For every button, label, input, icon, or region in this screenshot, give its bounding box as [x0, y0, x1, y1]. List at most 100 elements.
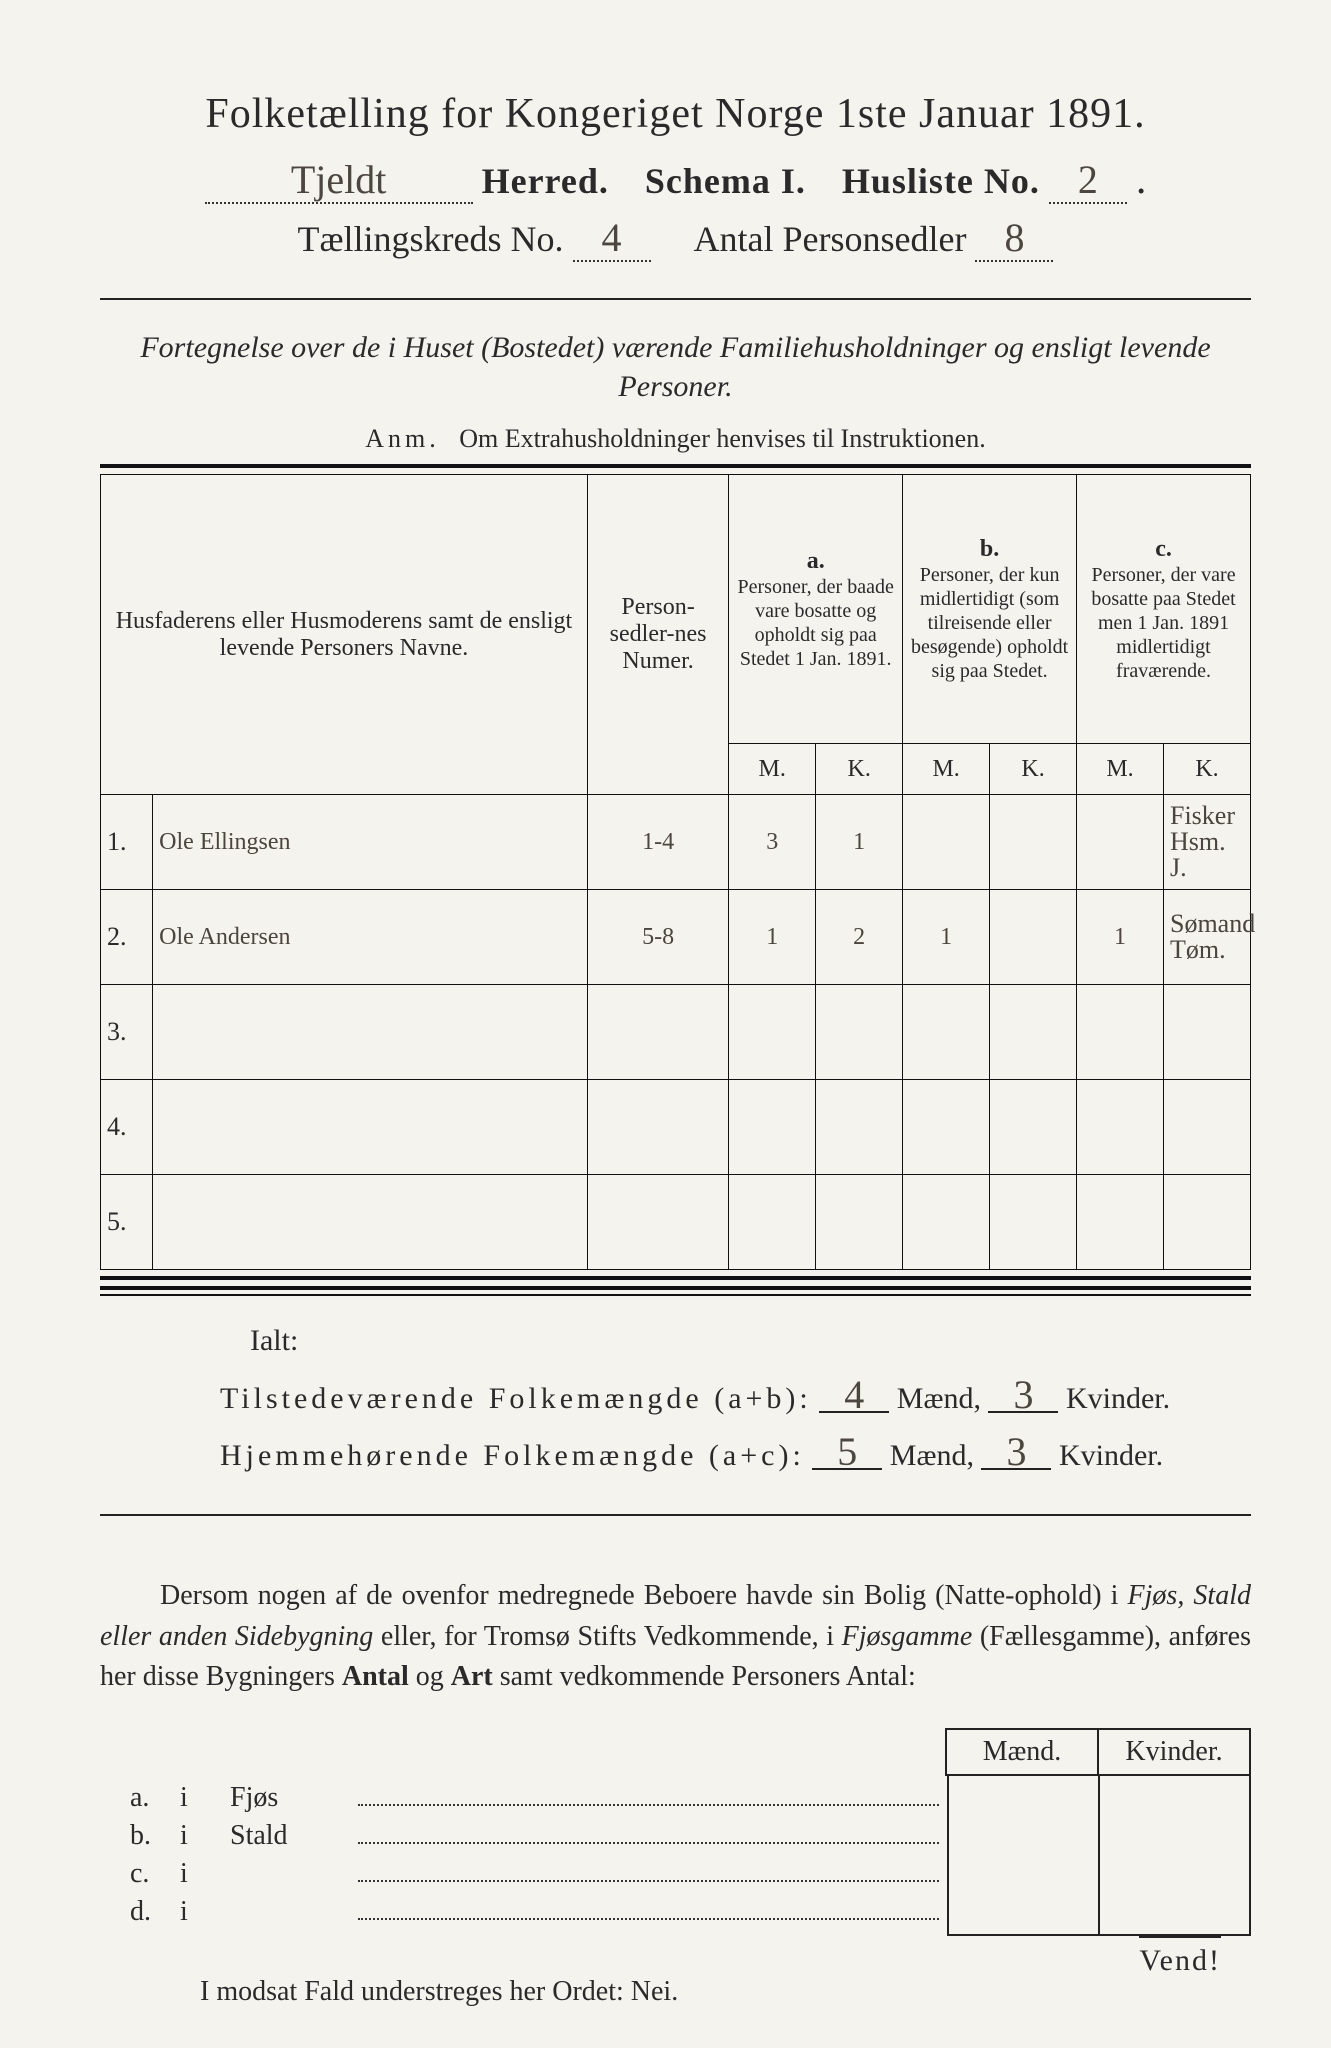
table-double-rule: [100, 1286, 1251, 1296]
row-cK: [1164, 985, 1251, 1080]
row-cK: [1164, 1175, 1251, 1270]
tot-maend-2: Mænd,: [890, 1439, 974, 1472]
table-row: 4.: [101, 1080, 1251, 1175]
abcd-i: i: [180, 1820, 230, 1852]
row-cK: Sømand Tøm.: [1164, 890, 1251, 985]
row-name: Ole Andersen: [153, 890, 588, 985]
row-pn: 1-4: [587, 795, 728, 890]
abcd-block: Mænd. Kvinder. a.iFjøsb.iStaldc.id.i: [100, 1728, 1251, 1936]
abcd-row: b.iStald: [100, 1820, 947, 1852]
row-cM: [1077, 985, 1164, 1080]
herred-label: Herred.: [482, 161, 609, 201]
row-num: 5.: [101, 1175, 153, 1270]
row-pn: [587, 1080, 728, 1175]
ialt-label: Ialt:: [250, 1324, 1251, 1358]
totals-block: Tilstedeværende Folkemængde (a+b): 4 Mæn…: [220, 1370, 1251, 1484]
header-line-2: Tællingskreds No. 4 Antal Personsedler 8: [100, 218, 1251, 262]
row-num: 2.: [101, 890, 153, 985]
row-name: [153, 1080, 588, 1175]
vend-label: Vend!: [1139, 1935, 1221, 1978]
row-aM: [729, 1080, 816, 1175]
totals-line-2: Hjemmehørende Folkemængde (a+c): 5 Mænd,…: [220, 1427, 1251, 1484]
tot2-label: Hjemmehørende Folkemængde (a+c):: [220, 1439, 805, 1472]
row-aM: [729, 985, 816, 1080]
kreds-label: Tællingskreds No.: [298, 219, 564, 259]
abcd-dots: [358, 1901, 939, 1920]
abcd-i: i: [180, 1896, 230, 1928]
row-bK: [990, 985, 1077, 1080]
row-name: [153, 1175, 588, 1270]
row-bM: [903, 795, 990, 890]
row-bM: [903, 1080, 990, 1175]
col-header-c: c. Personer, der vare bosatte paa Stedet…: [1077, 475, 1251, 744]
row-num: 3.: [101, 985, 153, 1080]
abcd-letter: d.: [100, 1896, 180, 1928]
col-a-k: K.: [816, 744, 903, 795]
row-bK: [990, 1080, 1077, 1175]
row-cM: [1077, 1080, 1164, 1175]
para-t7: og: [409, 1661, 451, 1692]
row-cK: Fisker Hsm. J.: [1164, 795, 1251, 890]
divider-2: [100, 1514, 1251, 1516]
row-name: [153, 985, 588, 1080]
row-bM: 1: [903, 890, 990, 985]
subtitle: Fortegnelse over de i Huset (Bostedet) v…: [100, 328, 1251, 406]
kreds-value: 4: [602, 215, 622, 260]
abcd-i: i: [180, 1782, 230, 1814]
household-table: Husfaderens eller Husmoderens samt de en…: [100, 474, 1251, 1270]
table-row: 3.: [101, 985, 1251, 1080]
schema-label: Schema I.: [645, 161, 806, 201]
tot1-label: Tilstedeværende Folkemængde (a+b):: [220, 1382, 812, 1415]
tot-maend-1: Mænd,: [897, 1382, 981, 1415]
para-t4: Fjøsgamme: [842, 1621, 973, 1652]
page-title: Folketælling for Kongeriget Norge 1ste J…: [100, 90, 1251, 138]
para-t1: Dersom nogen af de ovenfor medregnede Be…: [160, 1580, 1128, 1611]
tot-kvinder-1: Kvinder.: [1066, 1382, 1170, 1415]
row-aK: 1: [816, 795, 903, 890]
col-header-name-text: Husfaderens eller Husmoderens samt de en…: [116, 608, 573, 661]
row-pn: [587, 1175, 728, 1270]
abcd-kvinder: Kvinder.: [1097, 1728, 1251, 1776]
row-pn: 5-8: [587, 890, 728, 985]
anm-text: Om Extrahusholdninger henvises til Instr…: [459, 424, 985, 453]
tot1-m: 4: [819, 1379, 889, 1413]
abcd-dots: [358, 1863, 939, 1882]
anm-line: Anm. Om Extrahusholdninger henvises til …: [100, 424, 1251, 454]
col-c-text: Personer, der vare bosatte paa Stedet me…: [1083, 563, 1244, 683]
row-aK: [816, 1175, 903, 1270]
row-num: 4.: [101, 1080, 153, 1175]
table-row: 1.Ole Ellingsen1-431Fisker Hsm. J.: [101, 795, 1251, 890]
table-row: 5.: [101, 1175, 1251, 1270]
abcd-letter: c.: [100, 1858, 180, 1890]
row-aK: [816, 1080, 903, 1175]
row-cM: 1: [1077, 890, 1164, 985]
nei-line: I modsat Fald understreges her Ordet: Ne…: [200, 1976, 1251, 2008]
para-t9: samt vedkommende Personers Antal:: [493, 1661, 916, 1692]
col-header-name: Husfaderens eller Husmoderens samt de en…: [101, 475, 588, 795]
abcd-left: a.iFjøsb.iStaldc.id.i: [100, 1776, 947, 1936]
col-header-a: a. Personer, der baade vare bosatte og o…: [729, 475, 903, 744]
para-t6: Antal: [342, 1661, 409, 1692]
row-bK: [990, 1175, 1077, 1270]
row-pn: [587, 985, 728, 1080]
abcd-dots: [358, 1787, 939, 1806]
husliste-value: 2: [1078, 157, 1098, 202]
row-bM: [903, 985, 990, 1080]
herred-value: Tjeldt: [291, 157, 387, 202]
header-line-1: Tjeldt Herred. Schema I. Husliste No. 2 …: [100, 156, 1251, 204]
row-name: Ole Ellingsen: [153, 795, 588, 890]
abcd-header: Mænd. Kvinder.: [100, 1728, 1251, 1776]
row-aM: 3: [729, 795, 816, 890]
row-bK: [990, 890, 1077, 985]
tot1-k: 3: [988, 1379, 1058, 1413]
row-bM: [903, 1175, 990, 1270]
para-t8: Art: [451, 1661, 493, 1692]
abcd-word: Stald: [230, 1820, 350, 1852]
row-aM: 1: [729, 890, 816, 985]
row-aK: [816, 985, 903, 1080]
row-bK: [990, 795, 1077, 890]
abcd-letter: b.: [100, 1820, 180, 1852]
row-cM: [1077, 1175, 1164, 1270]
abcd-row: c.i: [100, 1858, 947, 1890]
abcd-row: a.iFjøs: [100, 1782, 947, 1814]
